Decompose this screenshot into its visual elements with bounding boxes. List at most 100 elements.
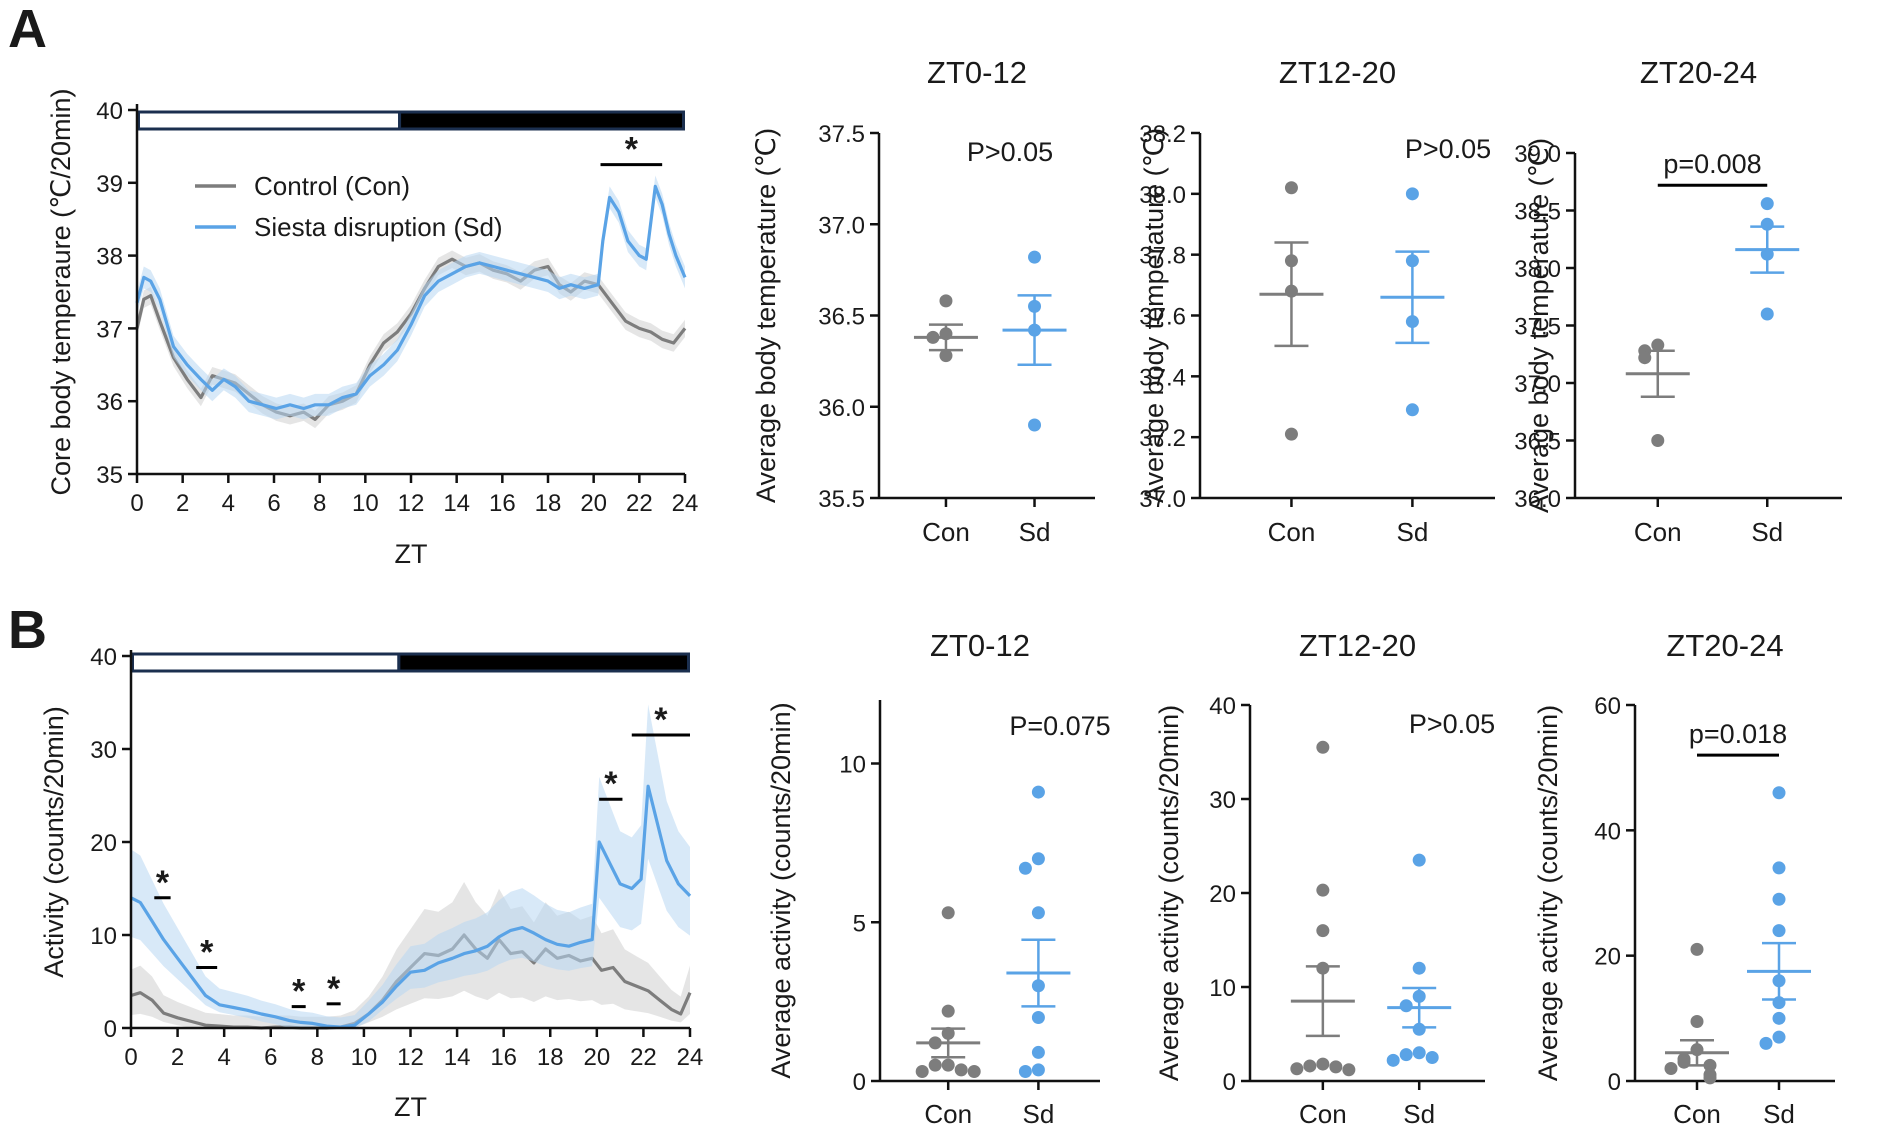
data-point xyxy=(1703,1071,1717,1085)
x-tick-label: 14 xyxy=(444,1044,471,1071)
data-point xyxy=(1405,403,1419,417)
y-tick-label: 39 xyxy=(96,171,123,198)
x-tick-label: 6 xyxy=(264,1044,277,1071)
y-tick-label: 37 xyxy=(96,316,123,343)
y-tick-label: 38.0 xyxy=(1139,182,1186,209)
data-point xyxy=(939,294,953,308)
x-tick-label: 22 xyxy=(626,490,653,517)
chart-temperature-timecourse: 0 2 4 6 8 10 12 14 16 18 20 22 24353637383940ZTCore … xyxy=(46,89,698,570)
y-tick-label: 5 xyxy=(853,910,866,937)
x-tick-label: 20 xyxy=(580,490,607,517)
data-point xyxy=(967,1064,981,1078)
data-point xyxy=(1760,307,1774,321)
x-tick-label: 22 xyxy=(630,1044,657,1071)
x-axis-label: ZT xyxy=(394,1092,427,1122)
y-tick-label: 36.0 xyxy=(1514,486,1561,513)
stat-label: P>0.05 xyxy=(967,137,1053,167)
y-axis-label: Average activity (counts/20min) xyxy=(1154,705,1184,1081)
data-point xyxy=(1690,1014,1704,1028)
data-point xyxy=(1651,338,1665,352)
data-point xyxy=(1772,892,1786,906)
x-tick-label: 2 xyxy=(171,1044,184,1071)
x-tick-label: 12 xyxy=(398,490,425,517)
y-tick-label: 40 xyxy=(90,644,117,671)
light-phase-bar xyxy=(137,110,402,131)
x-tick-label: 14 xyxy=(443,490,470,517)
data-point xyxy=(1405,187,1419,201)
data-point xyxy=(1412,1046,1426,1060)
chart-activity-zt12-20: ZT12-20 0 10 20 30 40 Con Sd Average activity (c… xyxy=(1154,628,1495,1129)
y-tick-label: 0 xyxy=(1608,1069,1621,1096)
chart-temperature-zt20-24: ZT20-24 36.0 36.5 37.0 37.5 38.0 38.5 39.0 Con Sd… xyxy=(1514,55,1842,547)
panel-label-b: B xyxy=(8,600,47,660)
y-tick-label: 30 xyxy=(90,737,117,764)
data-point xyxy=(1690,1043,1704,1057)
data-point xyxy=(1772,1011,1786,1025)
y-tick-label: 37.6 xyxy=(1139,304,1186,331)
stat-label: P=0.075 xyxy=(1009,711,1110,741)
x-axis-label: ZT xyxy=(395,539,428,569)
chart-title: ZT20-24 xyxy=(1666,628,1783,663)
x-tick-label: 0 xyxy=(124,1044,137,1071)
y-tick-label: 37.5 xyxy=(818,121,865,148)
y-tick-label: 35 xyxy=(96,462,123,489)
data-point xyxy=(1028,418,1042,432)
y-tick-label: 37.0 xyxy=(1139,486,1186,513)
y-tick-label: 38.5 xyxy=(1514,199,1561,226)
data-point xyxy=(1316,740,1330,754)
series-error-band xyxy=(131,704,690,1028)
y-tick-label: 35.5 xyxy=(818,486,865,513)
y-axis-label: Average activity (counts/20min) xyxy=(766,702,796,1078)
x-tick-label: 8 xyxy=(313,490,326,517)
data-point xyxy=(1342,1063,1356,1077)
x-tick-label: 4 xyxy=(222,490,235,517)
x-tick-label: 18 xyxy=(537,1044,564,1071)
data-point xyxy=(1772,786,1786,800)
x-tick-label: Sd xyxy=(1403,1099,1435,1129)
data-point xyxy=(1760,217,1774,231)
chart-activity-zt0-12: ZT0-12 0 5 10 Con Sd Average activity (counts/… xyxy=(766,628,1111,1129)
data-point xyxy=(1651,434,1665,447)
data-point xyxy=(1772,974,1786,988)
data-point xyxy=(1690,942,1704,956)
y-tick-label: 10 xyxy=(1209,975,1236,1002)
dark-phase-bar xyxy=(397,652,690,673)
y-tick-label: 37.8 xyxy=(1139,243,1186,270)
data-point xyxy=(1031,1063,1045,1077)
x-tick-label: 18 xyxy=(535,490,562,517)
chart-title: ZT0-12 xyxy=(930,628,1030,663)
data-point xyxy=(939,349,953,363)
y-tick-label: 0 xyxy=(104,1016,117,1043)
x-tick-label: Sd xyxy=(1396,517,1428,547)
x-tick-label: 4 xyxy=(217,1044,230,1071)
data-point xyxy=(915,1064,929,1078)
data-point xyxy=(1664,1061,1678,1075)
y-axis-label: Average body temperature (℃) xyxy=(1524,138,1554,513)
data-point xyxy=(1760,197,1774,211)
y-tick-label: 40 xyxy=(1594,818,1621,845)
data-point xyxy=(1703,1058,1717,1072)
y-tick-label: 37.4 xyxy=(1139,364,1186,391)
significance-star: * xyxy=(156,864,170,902)
data-point xyxy=(1677,1055,1691,1069)
data-point xyxy=(1290,1062,1304,1076)
x-tick-label: Sd xyxy=(1751,517,1783,547)
data-point xyxy=(1412,989,1426,1003)
y-tick-label: 38 xyxy=(96,244,123,271)
data-point xyxy=(1316,1057,1330,1071)
significance-star: * xyxy=(654,701,668,739)
series-line xyxy=(130,784,692,1029)
y-tick-label: 20 xyxy=(1209,881,1236,908)
data-point xyxy=(1316,924,1330,938)
data-point xyxy=(1399,999,1413,1013)
data-point xyxy=(1284,181,1298,195)
significance-star: * xyxy=(200,934,214,972)
y-tick-label: 40 xyxy=(96,98,123,125)
data-point xyxy=(1316,961,1330,975)
data-point xyxy=(1772,996,1786,1010)
x-tick-label: 8 xyxy=(311,1044,324,1071)
x-tick-label: Con xyxy=(1299,1099,1347,1129)
data-point xyxy=(1405,315,1419,329)
data-point xyxy=(1028,323,1042,337)
series-line xyxy=(135,184,687,411)
